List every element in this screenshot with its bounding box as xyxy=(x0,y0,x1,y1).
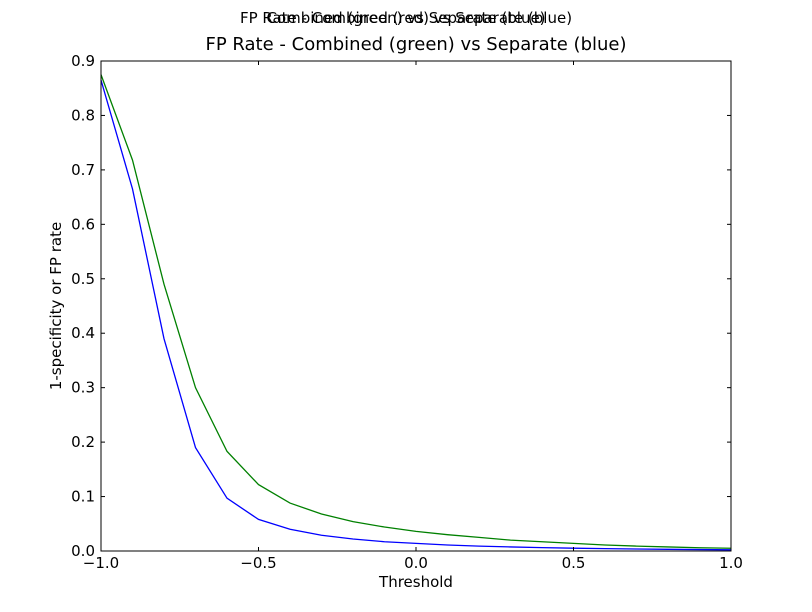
y-axis-label: 1-specificity or FP rate xyxy=(47,222,65,390)
x-tick-label: 0.5 xyxy=(562,554,586,572)
y-tick-label: 0.1 xyxy=(71,488,95,506)
overlapping-title-1: FP Rate - Combined (red) vs Separate (bl… xyxy=(240,9,572,27)
y-tick-label: 0.3 xyxy=(71,379,95,397)
y-tick-label: 0.9 xyxy=(71,52,95,70)
y-tick-label: 0.6 xyxy=(71,215,95,233)
x-tick-label: 1.0 xyxy=(719,554,743,572)
y-tick-label: 0.0 xyxy=(71,542,95,560)
overlapping-title-2: Combined (green) vs Separate (blue) xyxy=(266,9,545,27)
y-tick-label: 0.7 xyxy=(71,161,95,179)
y-tick-label: 0.5 xyxy=(71,270,95,288)
series-layer xyxy=(100,74,732,551)
x-tick-label: 0.0 xyxy=(404,554,428,572)
x-tick-label: −1.0 xyxy=(83,554,119,572)
x-ticks: −1.0 −0.5 0.0 0.5 1.0 xyxy=(83,61,743,572)
series-line-1 xyxy=(100,79,732,551)
y-tick-label: 0.4 xyxy=(71,324,95,342)
y-tick-label: 0.2 xyxy=(71,433,95,451)
y-tick-label: 0.8 xyxy=(71,106,95,124)
chart-title: FP Rate - Combined (green) vs Separate (… xyxy=(205,34,626,55)
series-line-2 xyxy=(100,74,732,549)
x-tick-label: −0.5 xyxy=(240,554,276,572)
y-ticks: 0.0 0.1 0.2 0.3 0.4 0.5 0.6 0.7 0.8 0.9 xyxy=(71,52,731,560)
x-axis-label: Threshold xyxy=(378,573,453,591)
